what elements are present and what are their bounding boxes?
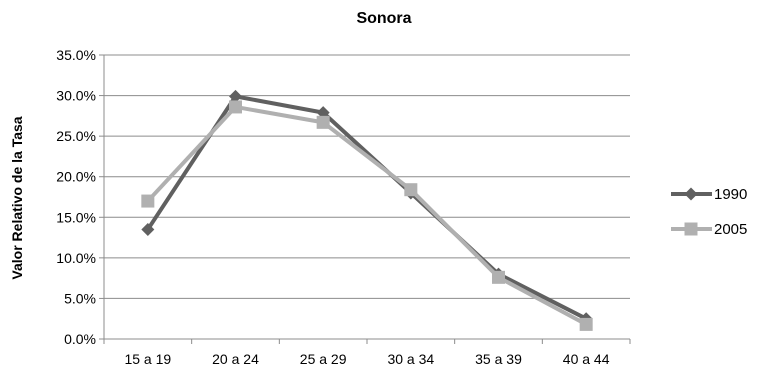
y-tick-label: 25.0% (56, 128, 96, 144)
x-tick-label: 40 a 44 (563, 351, 610, 367)
data-point-2005 (404, 183, 418, 197)
data-point-2005 (316, 115, 330, 129)
y-tick-label: 5.0% (64, 290, 96, 306)
series-lines (141, 89, 593, 331)
data-point-2005 (579, 317, 593, 331)
gridlines (104, 54, 630, 299)
data-point-1990 (141, 222, 155, 236)
y-axis-title: Valor Relativo de la Tasa (9, 116, 25, 279)
data-point-1990 (229, 89, 242, 103)
data-point-2005 (229, 100, 242, 114)
series-line-2005 (146, 104, 588, 327)
series-line-1990 (146, 94, 588, 321)
y-tick-label: 0.0% (64, 331, 96, 347)
data-point-2005 (141, 194, 155, 208)
x-tick-label: 35 a 39 (475, 351, 522, 367)
legend-marker-1990 (684, 187, 698, 201)
x-tick-label: 30 a 34 (387, 351, 434, 367)
chart-title: Sonora (356, 10, 411, 27)
legend-label-1990: 1990 (714, 186, 747, 203)
x-tick-label: 20 a 24 (212, 351, 259, 367)
legend-marker-2005 (684, 222, 698, 236)
y-tick-label: 30.0% (56, 88, 96, 104)
legend-label-2005: 2005 (714, 221, 747, 238)
y-tick-label: 20.0% (56, 169, 96, 185)
x-tick-label: 15 a 19 (124, 351, 171, 367)
y-tick-label: 15.0% (56, 209, 96, 225)
legend: 1990 2005 (671, 186, 747, 238)
y-tick-label: 35.0% (56, 47, 96, 63)
axes: 0.0% 5.0% 10.0% 15.0% 20.0% 25.0% 30.0% 35.0% 15… (56, 47, 631, 367)
x-tick-label: 25 a 29 (300, 351, 347, 367)
data-point-2005 (492, 270, 505, 284)
y-tick-label: 10.0% (56, 250, 96, 266)
